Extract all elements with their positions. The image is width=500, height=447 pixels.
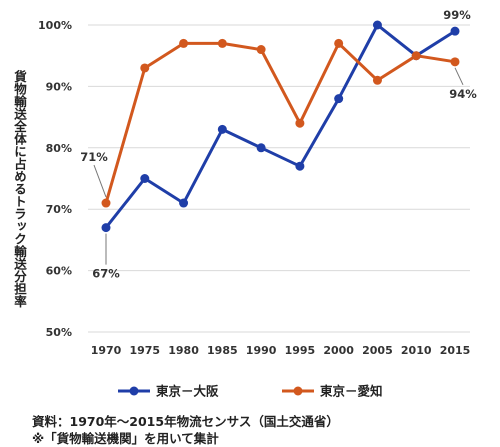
y-tick-label: 50% — [46, 326, 72, 339]
y-tick-label: 90% — [46, 80, 72, 93]
x-tick-label: 1990 — [246, 344, 277, 357]
data-point — [101, 223, 111, 233]
y-tick-label: 70% — [46, 203, 72, 216]
data-point — [140, 174, 150, 183]
x-tick-label: 1975 — [129, 344, 160, 357]
source-note: 資料：1970年～2015年物流センサス（国土交通省） — [32, 414, 339, 429]
y-tick-label: 60% — [46, 265, 72, 278]
data-label: 67% — [92, 267, 120, 281]
data-point — [295, 161, 305, 171]
data-point — [140, 63, 150, 73]
series-line — [104, 23, 456, 229]
data-point — [334, 94, 344, 104]
data-label-leader — [454, 67, 464, 86]
x-tick-label: 2010 — [401, 344, 432, 357]
data-point — [179, 198, 189, 208]
data-point — [372, 75, 382, 85]
y-tick-label: 80% — [46, 142, 72, 155]
legend-label: 東京－大阪 — [156, 384, 219, 399]
data-point — [450, 26, 460, 36]
data-point — [179, 38, 189, 48]
y-axis-label: 貨物輸送全体に占めるトラック輸送分担率 — [12, 70, 27, 308]
data-point — [217, 124, 227, 134]
x-tick-label: 1970 — [91, 344, 122, 357]
legend-swatch-marker — [129, 386, 139, 396]
data-point — [256, 143, 266, 153]
data-label-leader — [93, 164, 107, 198]
data-point — [334, 38, 344, 48]
legend-swatch-marker — [293, 386, 303, 396]
series-line — [104, 41, 456, 204]
x-tick-label: 2005 — [362, 344, 393, 357]
x-tick-label: 2015 — [440, 344, 471, 357]
series-lines — [104, 23, 456, 229]
footnote: ※「貨物輸送機関」を用いて集計 — [32, 431, 219, 446]
data-point — [295, 118, 305, 128]
x-tick-label: 1980 — [168, 344, 199, 357]
legend-label: 東京－愛知 — [320, 384, 383, 399]
data-label: 94% — [449, 87, 477, 101]
x-tick-label: 1985 — [207, 344, 238, 357]
data-label: 99% — [443, 8, 471, 22]
legend: 東京－大阪 東京－愛知 — [118, 384, 383, 399]
data-point — [101, 198, 111, 208]
series-points — [101, 20, 460, 233]
data-point — [372, 20, 382, 30]
data-point — [217, 38, 227, 48]
data-labels: 67% 71% 99% 94% — [80, 8, 477, 280]
data-point — [256, 45, 266, 55]
y-tick-label: 100% — [38, 19, 72, 32]
data-point — [450, 57, 460, 67]
x-tick-label: 1995 — [285, 344, 316, 357]
x-tick-labels: 1970 1975 1980 1985 1990 1995 2000 2005 2010 2015 — [91, 344, 471, 357]
x-tick-label: 2000 — [323, 344, 354, 357]
data-point — [411, 51, 421, 61]
line-chart: 50% 60% 70% 80% 90% 100% 1970 1975 1980 1985 1990… — [38, 8, 477, 399]
data-label: 71% — [80, 150, 108, 164]
y-tick-labels: 50% 60% 70% 80% 90% 100% — [38, 19, 72, 339]
